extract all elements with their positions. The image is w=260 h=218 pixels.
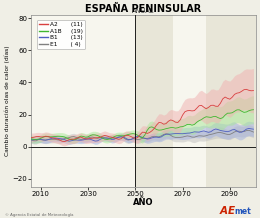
Text: A: A [220, 206, 228, 216]
Title: ESPAÑA PENINSULAR: ESPAÑA PENINSULAR [86, 4, 202, 14]
Text: © Agencia Estatal de Meteorología: © Agencia Estatal de Meteorología [5, 213, 74, 217]
Y-axis label: Cambio duración olas de calor (días): Cambio duración olas de calor (días) [4, 46, 10, 156]
Bar [206, 15, 256, 187]
Text: met: met [235, 207, 251, 216]
Text: E: E [228, 206, 235, 216]
Bar [135, 15, 173, 187]
X-axis label: AÑO: AÑO [133, 198, 154, 207]
Legend: A2       (11), A1B     (19), B1       (13), E1       ( 4): A2 (11), A1B (19), B1 (13), E1 ( 4) [36, 20, 85, 49]
Text: ANUAL: ANUAL [132, 8, 155, 14]
